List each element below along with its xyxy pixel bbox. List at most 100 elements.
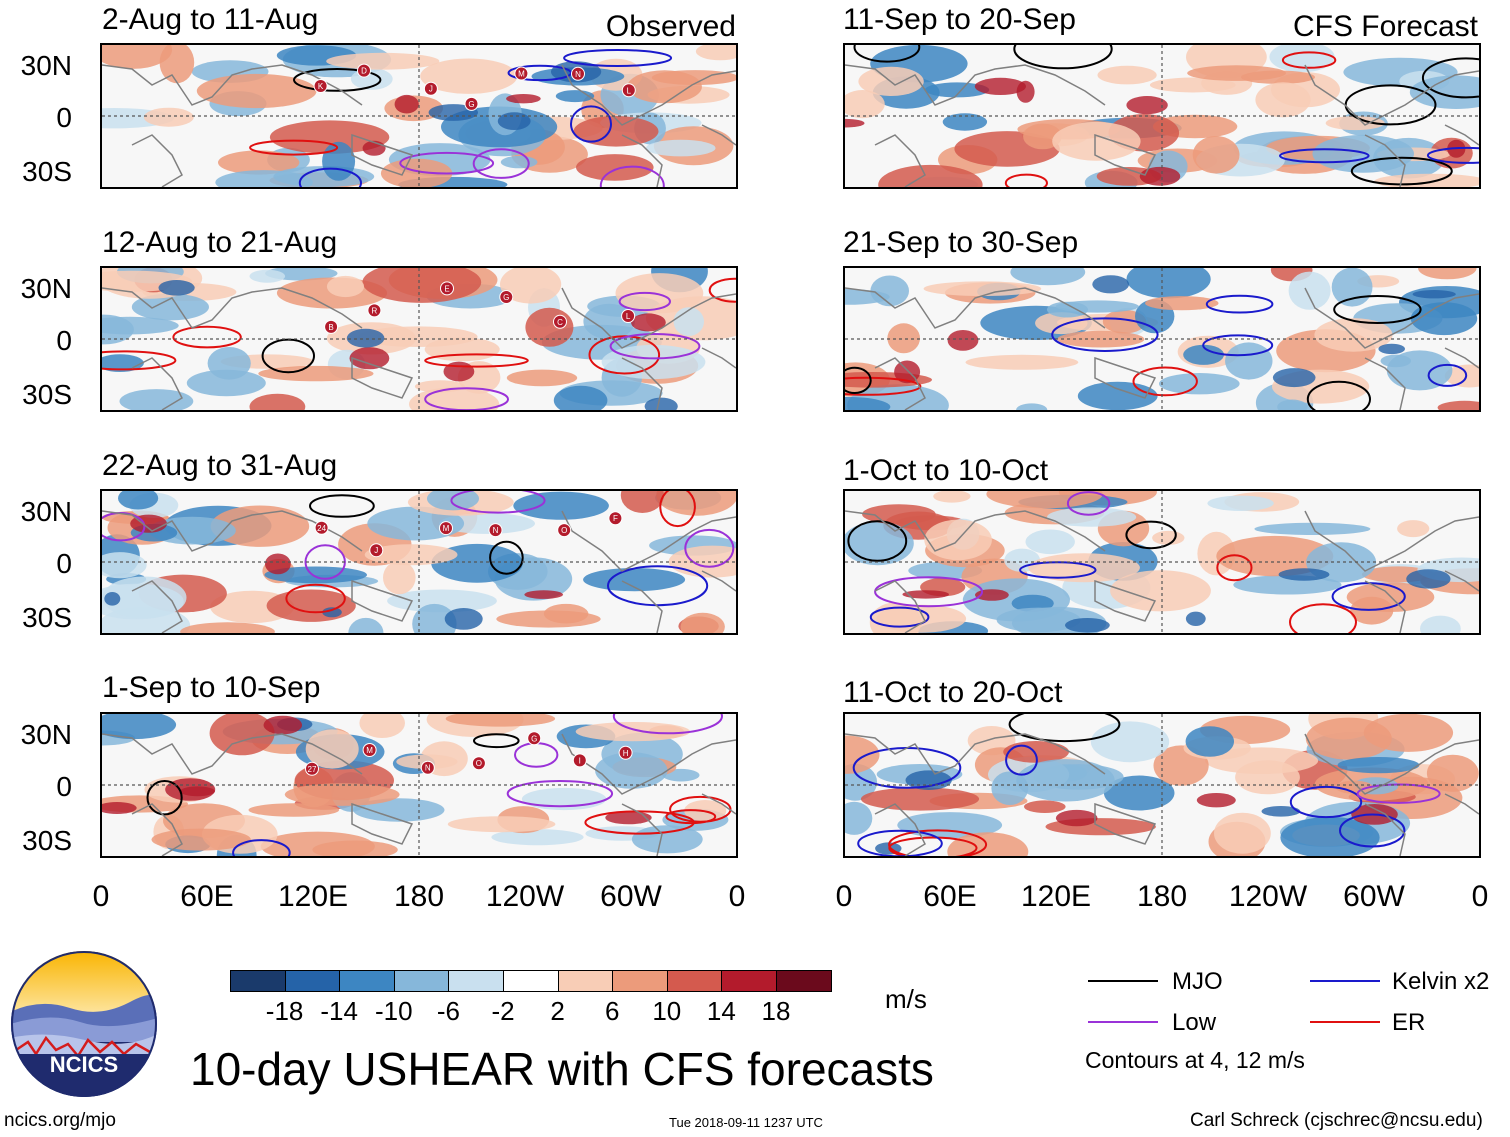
shear-anomaly [1255,82,1311,118]
storm-marker: G [499,290,514,304]
colorbar-swatch [612,970,668,992]
storm-label: 24 [317,524,326,533]
shear-anomaly [673,307,704,336]
coastline [1364,134,1406,187]
colorbar-label: 18 [761,996,791,1026]
shear-anomaly [215,170,313,187]
colorbar-label: 2 [550,996,565,1026]
storm-label: G [468,100,474,109]
legend-label-er: ER [1392,1009,1426,1036]
map-panel [843,712,1481,858]
y-tick-30s: 30S [22,602,72,633]
shear-anomaly [656,491,736,516]
contour-line [1066,491,1111,516]
panel-title: 12-Aug to 21-Aug [102,226,338,259]
shear-anomaly [143,107,194,127]
colorbar-label: -14 [320,996,358,1026]
shear-anomaly [102,552,147,579]
shear-anomaly [680,612,725,633]
storm-marker: 27 [305,761,319,776]
contour-line [298,167,362,187]
contour-line [845,376,922,396]
y-tick-30n: 30N [20,50,72,81]
shear-anomaly [942,113,988,131]
contour-line [1125,520,1177,550]
legend-label-mjo: MJO [1172,968,1223,995]
coastline [1444,347,1479,369]
shear-anomaly [1090,721,1170,763]
shear-anomaly [845,521,914,566]
coastline [351,802,414,845]
shear-anomaly [249,269,286,283]
shear-core [506,94,541,104]
coastline [701,347,736,369]
shear-core [444,608,483,630]
ncics-logo: NCICS [10,950,158,1098]
y-tick-0: 0 [56,325,72,356]
shear-anomaly [631,825,703,854]
storm-marker: L [621,83,636,98]
coastline [621,134,663,187]
storm-label: J [374,546,378,555]
shear-anomaly [1011,594,1054,612]
shear-field: K D J G M N L [102,45,736,187]
contour-line [588,335,661,375]
storm-label: 27 [308,765,317,774]
shear-anomaly [553,385,608,410]
storm-label: G [503,293,509,302]
contour-line [472,148,530,179]
y-tick-30s: 30S [22,156,72,187]
shear-anomaly [1185,726,1234,757]
coastline [1304,510,1479,572]
contour-line [1350,156,1453,186]
shear-anomaly [500,268,562,304]
x-tick: 120E [277,880,349,913]
shear-anomaly [1052,121,1141,161]
shear-anomaly [878,164,983,187]
coastline [845,64,1106,106]
shear-anomaly [1214,812,1271,854]
storm-label: K [318,82,324,91]
coastline [621,357,663,410]
coastline [131,580,183,633]
coastline [561,64,736,126]
shear-core [394,94,419,114]
contour-line [506,780,614,808]
shear-anomaly [119,389,194,410]
shear-field [845,714,1479,856]
shear-anomaly [573,116,659,147]
shear-core [165,778,216,801]
legend-line-kelvin [1310,980,1380,982]
shear-anomaly [1305,717,1392,760]
shear-core [902,590,949,599]
storm-label: J [429,85,433,94]
shear-core [631,313,666,332]
colorbar-swatch [393,970,450,992]
contour-line [847,520,908,562]
shear-core [1272,368,1316,388]
shear-field: 27 M N O G I H [102,714,736,856]
shear-anomaly [269,120,390,154]
storm-label: B [328,323,333,332]
contour-line [293,68,382,92]
shear-anomaly [258,365,374,382]
shear-core [322,607,342,618]
y-tick-30n: 30N [20,719,72,750]
storm-marker: F [608,511,623,526]
shear-anomaly [207,347,251,380]
panel-title: 22-Aug to 31-Aug [102,449,338,482]
shear-anomaly [218,150,300,175]
shear-anomaly [1397,520,1430,538]
storm-marker: J [423,81,438,96]
storm-label: C [557,318,563,327]
storm-marker: O [557,523,572,538]
contour-line [249,139,339,156]
contour-line [1004,173,1048,187]
shear-anomaly [576,154,654,181]
storm-marker: G [464,96,479,111]
shear-anomaly [102,45,173,69]
coastline [561,510,736,572]
shear-anomaly [1192,136,1240,174]
shear-anomaly [348,617,384,633]
shear-anomaly [1331,268,1373,307]
